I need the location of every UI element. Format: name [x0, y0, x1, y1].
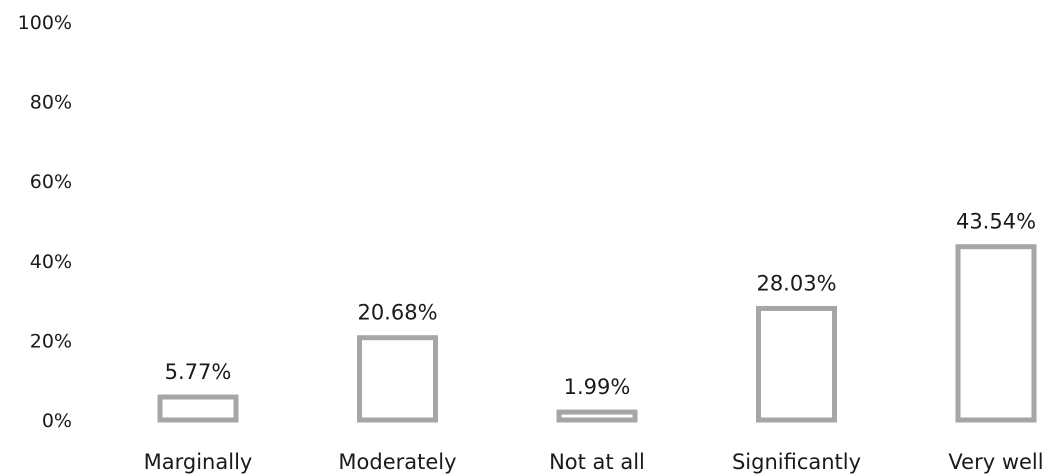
bar-marginally — [157, 394, 239, 423]
data-labels: 5.77% 20.68% 1.99% 28.03% 43.54% — [165, 210, 1036, 399]
x-tick-label-significantly: Significantly — [732, 450, 861, 474]
y-axis: 0% 20% 40% 60% 80% 100% — [18, 12, 72, 432]
data-label-moderately: 20.68% — [357, 301, 437, 325]
bar-not-at-all — [556, 409, 638, 423]
x-tick-label-marginally: Marginally — [144, 450, 253, 474]
bar-significantly — [756, 305, 837, 423]
x-tick-label-moderately: Moderately — [338, 450, 456, 474]
y-tick-label: 80% — [30, 92, 72, 114]
y-tick-label: 40% — [30, 251, 72, 273]
x-tick-label-not-at-all: Not at all — [549, 450, 645, 474]
data-label-significantly: 28.03% — [756, 271, 836, 295]
bars — [157, 244, 1037, 423]
bar-very-well — [955, 244, 1037, 423]
data-label-marginally: 5.77% — [165, 360, 232, 384]
y-tick-label: 60% — [30, 171, 72, 193]
y-tick-label: 0% — [42, 410, 72, 432]
bar-moderately — [357, 335, 438, 423]
data-label-not-at-all: 1.99% — [564, 375, 631, 399]
x-axis: Marginally Moderately Not at all Significan… — [144, 450, 1044, 474]
y-tick-label: 20% — [30, 330, 72, 352]
x-tick-label-very-well: Very well — [948, 450, 1043, 474]
y-tick-label: 100% — [18, 12, 72, 34]
data-label-very-well: 43.54% — [956, 210, 1036, 234]
